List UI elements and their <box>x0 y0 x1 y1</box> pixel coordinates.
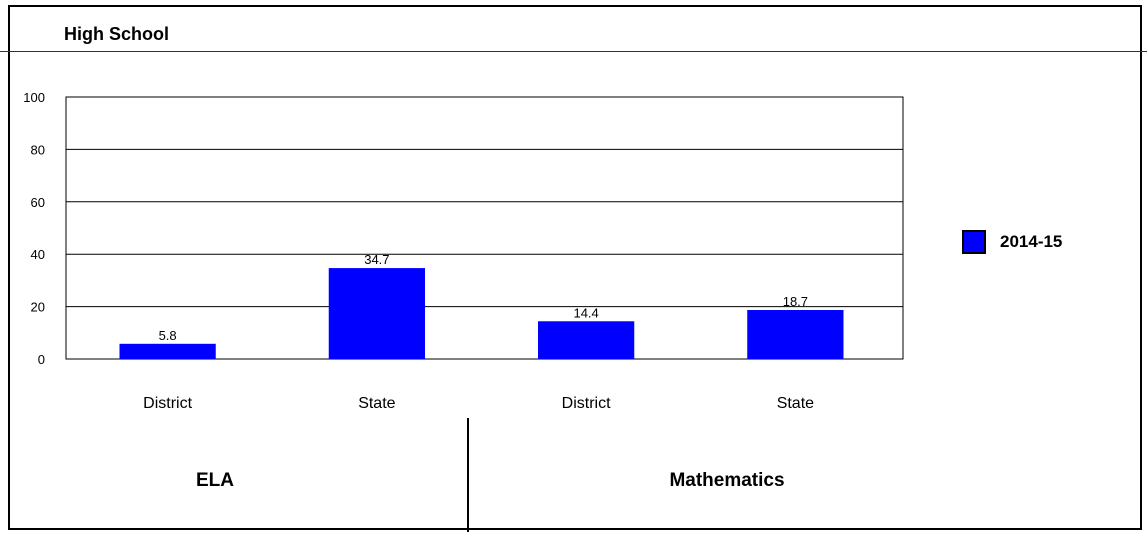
y-tick-label: 100 <box>23 90 45 105</box>
data-label: 34.7 <box>364 252 389 267</box>
data-label: 14.4 <box>573 305 598 320</box>
x-category-label: District <box>562 395 611 412</box>
y-tick-label: 80 <box>31 142 45 157</box>
bar <box>119 343 216 359</box>
bar <box>328 268 426 359</box>
data-label: 5.8 <box>159 328 177 343</box>
y-tick-label: 60 <box>31 195 45 210</box>
legend: 2014-15 <box>962 230 1062 254</box>
x-category-label: State <box>358 395 395 412</box>
x-category-label: District <box>143 395 192 412</box>
bar <box>747 310 844 359</box>
group-label-ela: ELA <box>196 470 234 491</box>
plot-area <box>65 96 904 360</box>
title-divider <box>0 51 1147 52</box>
data-label: 18.7 <box>783 294 808 309</box>
bar <box>537 321 635 359</box>
x-category-label: State <box>777 395 814 412</box>
group-divider <box>467 418 469 532</box>
y-tick-label: 20 <box>31 300 45 315</box>
group-label-mathematics: Mathematics <box>669 470 785 491</box>
legend-label: 2014-15 <box>1000 232 1063 251</box>
y-tick-label: 0 <box>38 352 45 367</box>
legend-swatch <box>962 230 986 254</box>
chart-frame <box>8 5 1142 530</box>
y-tick-label: 40 <box>31 247 45 262</box>
chart-title: High School <box>64 24 169 44</box>
